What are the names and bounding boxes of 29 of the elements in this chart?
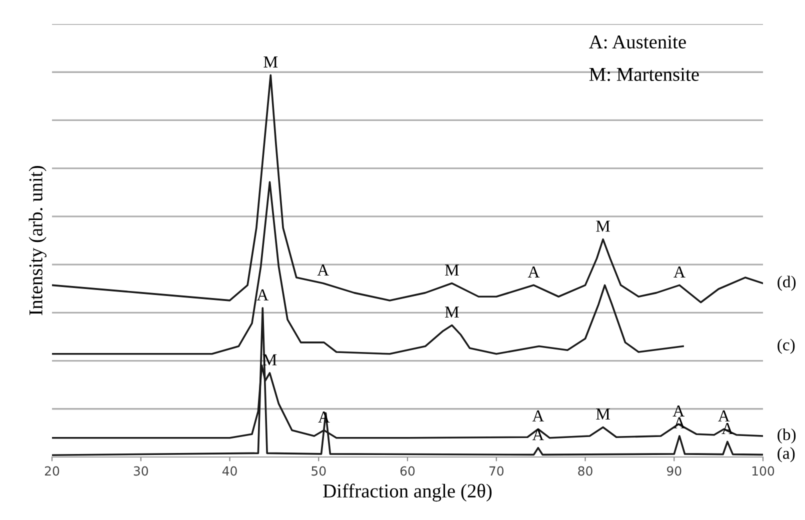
- annotation: M: [596, 220, 610, 232]
- y-axis-title: Intensity (arb. unit): [28, 166, 46, 316]
- annotation: A: [672, 405, 684, 416]
- annotation: A: [674, 266, 686, 278]
- series-label: (a): [778, 447, 795, 462]
- x-tick-label: 90: [666, 466, 682, 476]
- x-tick-label: 20: [44, 466, 60, 476]
- x-tick-label: 60: [400, 466, 415, 476]
- annotation: M: [445, 306, 459, 318]
- x-axis-title: Diffraction angle (2θ): [323, 484, 492, 502]
- annotation: M: [596, 408, 610, 420]
- series-label: (d): [778, 276, 796, 291]
- annotation: M: [445, 264, 459, 276]
- annotation: A: [532, 429, 544, 440]
- x-tick-label: 70: [489, 466, 504, 476]
- text: A: Austenite: [588, 35, 686, 49]
- annotation: A: [317, 264, 329, 276]
- annotation: M: Martensite: [589, 68, 699, 82]
- annotation: A: [718, 410, 730, 422]
- annotation: M: [264, 56, 278, 68]
- x-tick-label: 80: [578, 466, 592, 476]
- x-tick-label: 100: [752, 466, 774, 476]
- series-label: (b): [778, 428, 796, 444]
- text: (c): [778, 338, 795, 354]
- annotation: A: [532, 410, 544, 422]
- x-tick-label: 40: [222, 466, 237, 476]
- annotation: A: [528, 266, 540, 278]
- x-tick-label: 30: [134, 466, 148, 476]
- x-tick-label: 50: [312, 466, 326, 476]
